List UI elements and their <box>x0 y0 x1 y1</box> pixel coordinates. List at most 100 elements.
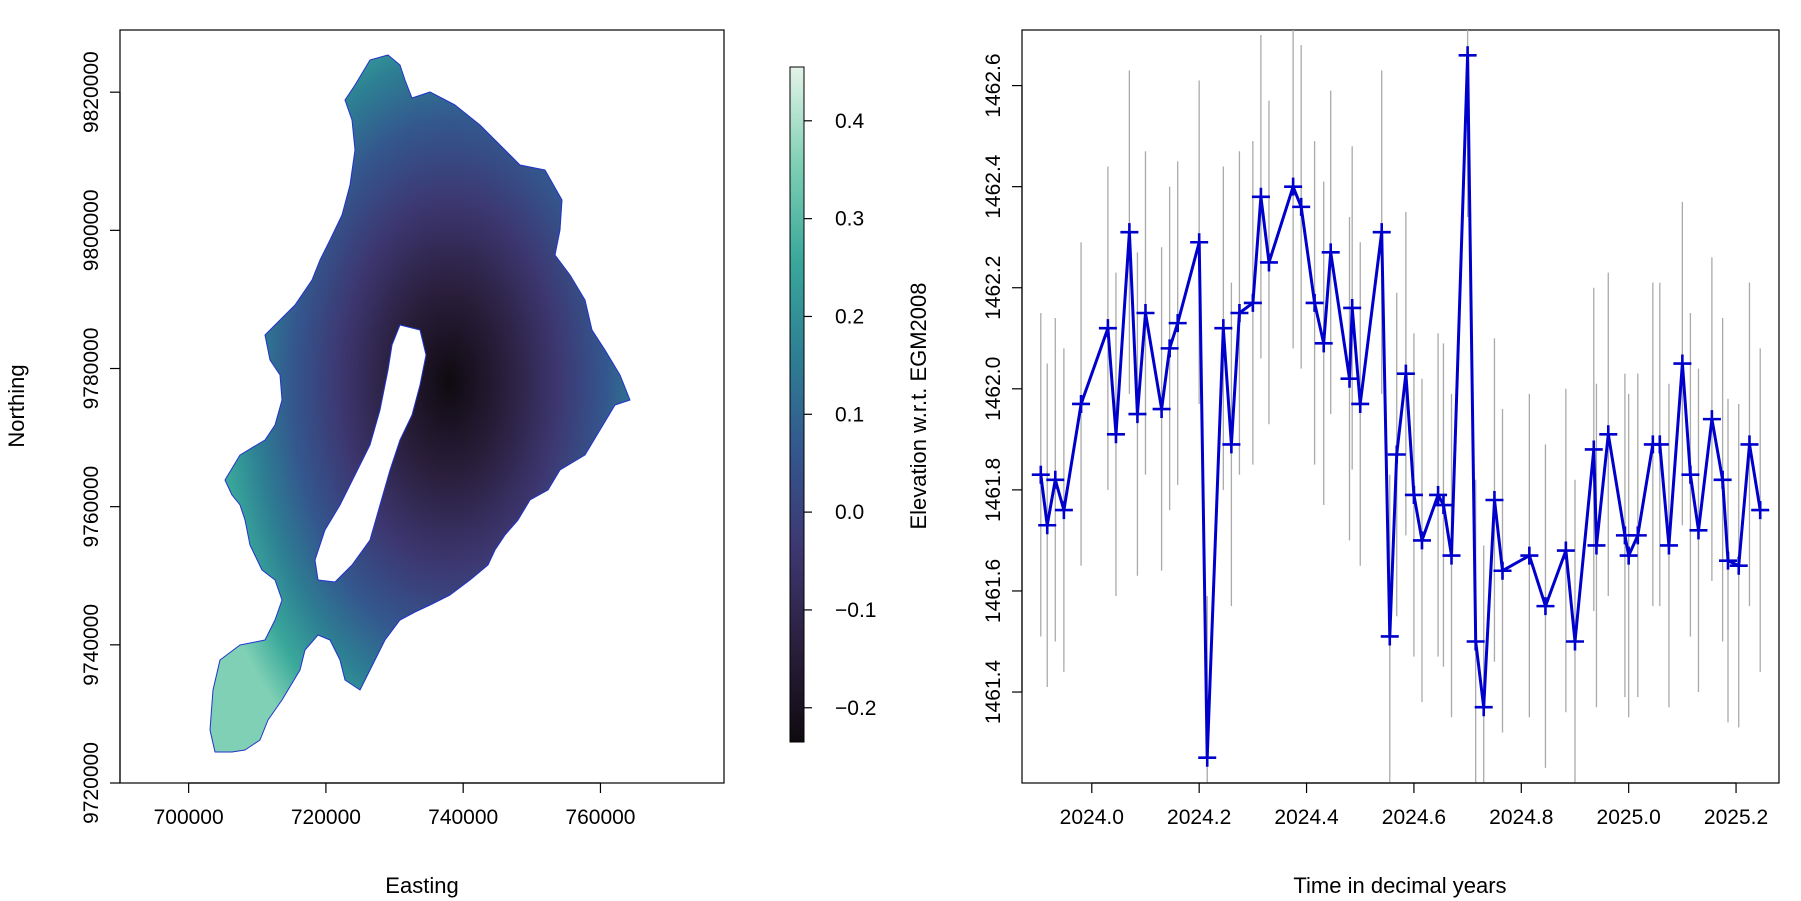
ts-y-tick-label: 1462.2 <box>982 256 1005 320</box>
map-x-tick-label: 700000 <box>154 806 224 829</box>
colorbar-ticks: −0.2 −0.1 0.0 0.1 0.2 0.3 0.4 <box>804 110 876 720</box>
elevation-point <box>1372 223 1391 242</box>
map-y-axis-label: Northing <box>4 364 29 447</box>
elevation-point <box>1343 298 1362 317</box>
colorbar-gradient <box>789 66 805 743</box>
elevation-point <box>1046 470 1065 489</box>
map-y-tick-label: 9760000 <box>80 466 103 548</box>
elevation-point <box>1380 627 1399 646</box>
elevation-point <box>1702 410 1721 429</box>
map-y-axis: 9720000 9740000 9760000 9780000 9800000 98200… <box>80 51 121 824</box>
elevation-point <box>1072 394 1091 413</box>
elevation-point <box>1031 465 1050 484</box>
elevation-point <box>1404 485 1423 504</box>
map-x-axis-label: Easting <box>385 873 458 898</box>
ts-y-axis-label: Elevation w.r.t. EGM2008 <box>906 282 931 529</box>
elevation-point <box>1729 556 1748 575</box>
elevation-point <box>1719 551 1737 570</box>
elevation-point <box>1284 177 1303 196</box>
map-x-tick-label: 720000 <box>291 806 361 829</box>
elevation-point <box>1243 293 1262 312</box>
elevation-point <box>1628 526 1647 545</box>
elevation-point <box>1650 435 1669 454</box>
colorbar-tick-label: 0.1 <box>835 403 864 426</box>
ts-x-tick-label: 2025.0 <box>1597 806 1661 829</box>
elevation-point <box>1466 632 1485 651</box>
ts-x-tick-label: 2025.2 <box>1704 806 1768 829</box>
elevation-point <box>1214 319 1233 338</box>
elevation-point <box>1429 485 1448 504</box>
colorbar-tick-label: −0.1 <box>835 599 876 622</box>
elevation-point <box>1054 501 1073 520</box>
elevation-point <box>1740 435 1759 454</box>
elevation-point <box>1387 445 1406 464</box>
elevation-point <box>1442 546 1461 565</box>
elevation-point <box>1160 339 1179 358</box>
elevation-point <box>1493 561 1512 580</box>
colorbar-tick-label: 0.2 <box>835 305 864 328</box>
elevation-point <box>1619 546 1638 565</box>
map-y-tick-label: 9740000 <box>80 604 103 686</box>
ts-y-tick-label: 1461.4 <box>982 660 1005 725</box>
elevation-point <box>1556 541 1575 560</box>
elevation-point <box>1340 369 1359 388</box>
ts-y-tick-label: 1461.6 <box>982 559 1005 623</box>
elevation-point <box>1689 521 1708 540</box>
lake-island <box>314 324 427 583</box>
elevation-point <box>1314 334 1333 353</box>
elevation-point <box>1474 698 1493 717</box>
elevation-point <box>1251 187 1270 206</box>
ts-y-tick-label: 1461.8 <box>982 458 1005 522</box>
colorbar-tick-label: 0.0 <box>835 501 864 524</box>
colorbar-tick-label: 0.3 <box>835 208 864 231</box>
elevation-point <box>1038 516 1057 535</box>
elevation-point <box>1190 233 1209 252</box>
elevation-point <box>1259 253 1278 272</box>
elevation-point <box>1485 490 1504 509</box>
lake-surface <box>209 54 631 753</box>
ts-plot-frame <box>1021 29 1780 784</box>
elevation-point <box>1351 394 1370 413</box>
map-x-axis: 700000 720000 740000 760000 <box>154 782 635 829</box>
ts-x-tick-label: 2024.0 <box>1060 806 1124 829</box>
elevation-point <box>1168 314 1187 333</box>
elevation-point <box>1659 536 1678 555</box>
ts-x-axis-label: Time in decimal years <box>1293 873 1506 898</box>
elevation-point <box>1713 470 1732 489</box>
elevation-point <box>1520 546 1539 565</box>
elevation-point <box>1305 293 1324 312</box>
elevation-point <box>1458 46 1477 65</box>
elevation-point <box>1292 197 1311 216</box>
elevation-point <box>1412 531 1431 550</box>
elevation-point <box>1536 597 1555 616</box>
ts-y-axis: 1461.4 1461.6 1461.8 1462.0 1462.2 1462.4 1462… <box>982 53 1023 725</box>
ts-x-tick-label: 2024.8 <box>1489 806 1553 829</box>
ts-x-tick-label: 2024.6 <box>1382 806 1446 829</box>
elevation-point <box>1120 223 1139 242</box>
ts-x-tick-label: 2024.4 <box>1274 806 1339 829</box>
map-panel: 700000 720000 740000 760000 972000097400009… <box>4 29 725 898</box>
elevation-point <box>1673 354 1692 373</box>
colorbar-tick-label: 0.4 <box>835 110 865 133</box>
elevation-point <box>1106 425 1125 444</box>
ts-y-tick-label: 1462.0 <box>982 357 1005 421</box>
elevation-point <box>1751 501 1770 520</box>
elevation-point <box>1584 440 1603 459</box>
ts-x-axis: 2024.0 2024.2 2024.4 2024.6 2024.8 2025.0 2025… <box>1060 782 1768 829</box>
elevation-point <box>1222 435 1241 454</box>
map-y-tick-label: 9780000 <box>80 328 103 410</box>
elevation-point <box>1321 243 1340 262</box>
elevation-markers <box>1031 46 1770 767</box>
elevation-point <box>1128 405 1147 424</box>
ts-y-tick-label: 1462.6 <box>982 53 1005 117</box>
map-y-tick-label: 9720000 <box>80 742 103 824</box>
timeseries-panel: 2024.0 2024.2 2024.4 2024.6 2024.8 2025.0 2025… <box>906 29 1780 898</box>
map-y-tick-label: 9800000 <box>80 189 103 271</box>
colorbar-tick-label: −0.2 <box>835 697 876 720</box>
elevation-point <box>1565 632 1584 651</box>
elevation-point <box>1230 304 1249 323</box>
elevation-point <box>1681 465 1700 484</box>
elevation-point <box>1152 400 1171 419</box>
elevation-point <box>1098 319 1117 338</box>
